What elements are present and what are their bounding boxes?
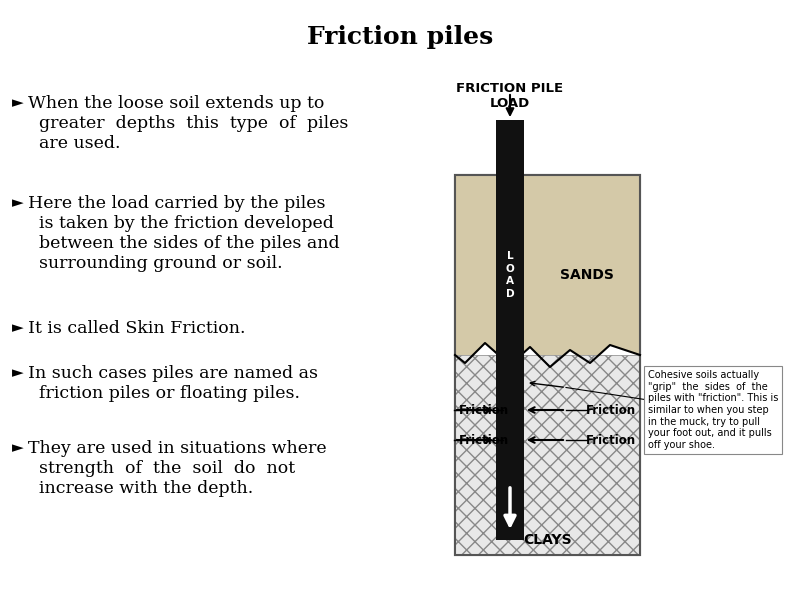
Text: In such cases piles are named as: In such cases piles are named as [28,365,318,382]
Text: They are used in situations where: They are used in situations where [28,440,326,457]
Text: ►: ► [12,195,24,210]
Text: L
O
A
D: L O A D [506,251,514,299]
Text: friction piles or floating piles.: friction piles or floating piles. [28,385,300,402]
Text: FRICTION PILE
LOAD: FRICTION PILE LOAD [457,82,563,110]
Bar [455,175,640,555]
Text: SANDS: SANDS [560,268,614,282]
Text: Friction piles: Friction piles [307,25,493,49]
Text: It is called Skin Friction.: It is called Skin Friction. [28,320,246,337]
Text: Friction: Friction [459,433,509,446]
Text: ►: ► [12,320,24,335]
Polygon shape [455,175,640,367]
Bar [455,175,640,555]
Text: ►: ► [12,95,24,110]
Bar [455,355,640,555]
Bar [455,355,640,555]
Text: Friction: Friction [586,433,636,446]
Text: Friction: Friction [586,403,636,416]
Text: greater  depths  this  type  of  piles: greater depths this type of piles [28,115,348,132]
Text: Cohesive soils actually
"grip"  the  sides  of  the
piles with "friction". This : Cohesive soils actually "grip" the sides… [648,370,778,450]
Text: When the loose soil extends up to: When the loose soil extends up to [28,95,324,112]
Bar [496,120,524,540]
Text: Here the load carried by the piles: Here the load carried by the piles [28,195,326,212]
Text: surrounding ground or soil.: surrounding ground or soil. [28,255,282,272]
Text: between the sides of the piles and: between the sides of the piles and [28,235,340,252]
Text: ►: ► [12,440,24,455]
Text: strength  of  the  soil  do  not: strength of the soil do not [28,460,295,477]
Text: is taken by the friction developed: is taken by the friction developed [28,215,334,232]
Text: are used.: are used. [28,135,121,152]
Text: ►: ► [12,365,24,380]
Text: increase with the depth.: increase with the depth. [28,480,254,497]
Text: Friction: Friction [459,403,509,416]
Text: CLAYS: CLAYS [523,533,572,547]
